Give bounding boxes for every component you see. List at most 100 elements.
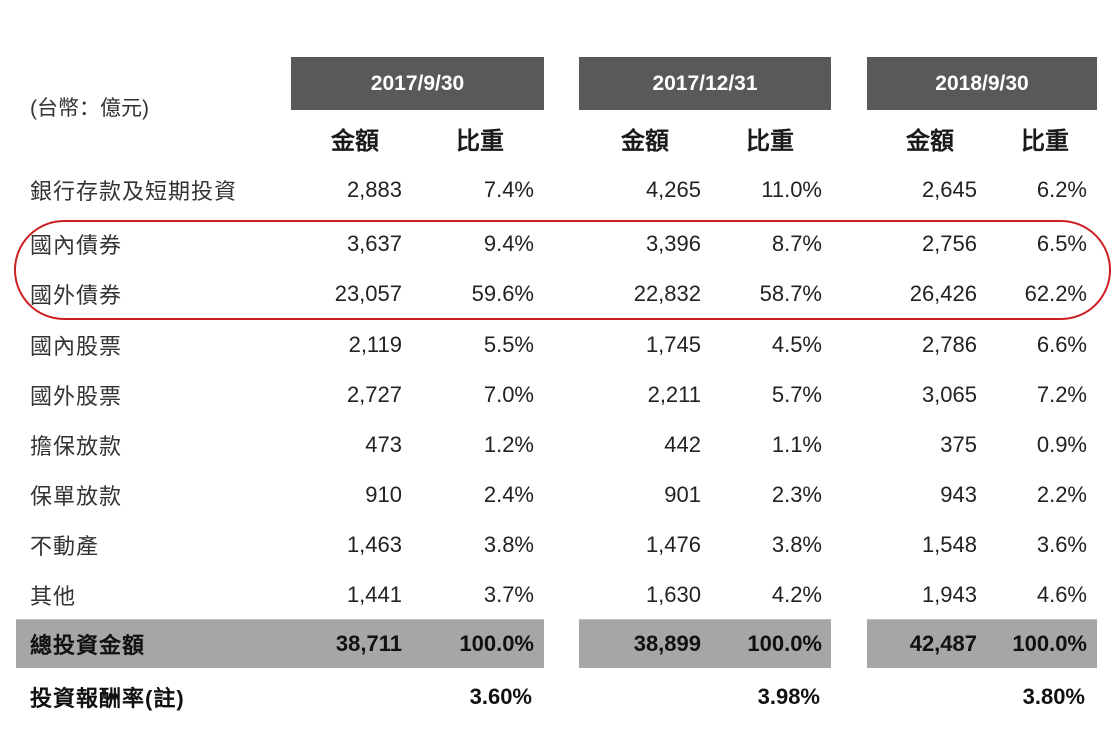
- share-cell: 7.4%: [483, 177, 534, 202]
- total-share-cell: 100.0%: [1012, 631, 1087, 656]
- divider: [16, 619, 544, 620]
- amount-cell: 1,548: [921, 532, 977, 557]
- table-row: 國內股票 2,119 5.5% 1,745 4.5% 2,786 6.6%: [0, 320, 1113, 370]
- share-cell: 9.4%: [483, 231, 534, 256]
- return-rate-row: 投資報酬率(註) 3.60% 3.98% 3.80%: [0, 672, 1113, 722]
- unit-label: (台幣：億元): [30, 97, 149, 120]
- total-share-cell: 100.0%: [747, 631, 822, 656]
- share-cell: 5.5%: [483, 332, 534, 357]
- row-label: 其他: [30, 584, 77, 609]
- amount-cell: 901: [664, 482, 701, 507]
- amount-header: 金額: [621, 127, 669, 155]
- amount-cell: 910: [365, 482, 402, 507]
- amount-cell: 3,065: [921, 382, 977, 407]
- period-header-2017-09-30: 2017/9/30: [291, 57, 544, 110]
- share-cell: 58.7%: [759, 281, 822, 306]
- share-cell: 0.9%: [1036, 432, 1087, 457]
- table-row: 保單放款 910 2.4% 901 2.3% 943 2.2%: [0, 470, 1113, 520]
- table-row: 其他 1,441 3.7% 1,630 4.2% 1,943 4.6%: [0, 570, 1113, 620]
- total-amount-cell: 42,487: [909, 631, 977, 656]
- amount-cell: 1,476: [645, 532, 701, 557]
- total-row: 總投資金額 38,711 100.0% 38,899 100.0% 42,487…: [0, 620, 1113, 668]
- total-label: 總投資金額: [30, 633, 146, 658]
- amount-cell: 1,630: [645, 582, 701, 607]
- share-cell: 62.2%: [1024, 281, 1087, 306]
- table-row: 銀行存款及短期投資 2,883 7.4% 4,265 11.0% 2,645 6…: [0, 165, 1113, 215]
- row-label: 銀行存款及短期投資: [30, 179, 238, 204]
- amount-cell: 2,883: [346, 177, 402, 202]
- amount-cell: 442: [664, 432, 701, 457]
- share-header: 比重: [456, 127, 504, 155]
- amount-cell: 1,745: [645, 332, 701, 357]
- row-label: 保單放款: [30, 484, 123, 509]
- share-cell: 4.5%: [771, 332, 822, 357]
- total-amount-cell: 38,711: [335, 631, 402, 656]
- share-cell: 6.5%: [1036, 231, 1087, 256]
- total-row-background: [16, 620, 544, 668]
- amount-cell: 2,786: [921, 332, 977, 357]
- share-cell: 8.7%: [771, 231, 822, 256]
- share-cell: 4.6%: [1036, 582, 1087, 607]
- amount-cell: 2,727: [346, 382, 402, 407]
- row-label: 不動產: [30, 534, 100, 559]
- total-share-cell: 100.0%: [459, 631, 534, 656]
- share-cell: 2.4%: [483, 482, 534, 507]
- share-cell: 6.2%: [1036, 177, 1087, 202]
- share-cell: 6.6%: [1036, 332, 1087, 357]
- table-row: 國內債券 3,637 9.4% 3,396 8.7% 2,756 6.5%: [0, 219, 1113, 269]
- period-header-2017-12-31: 2017/12/31: [579, 57, 831, 110]
- share-cell: 2.2%: [1036, 482, 1087, 507]
- table-row: 擔保放款 473 1.2% 442 1.1% 375 0.9%: [0, 420, 1113, 470]
- table-row: 不動產 1,463 3.8% 1,476 3.8% 1,548 3.6%: [0, 520, 1113, 570]
- row-label: 國外股票: [30, 384, 123, 409]
- divider: [867, 619, 1097, 620]
- share-cell: 7.0%: [483, 382, 534, 407]
- share-cell: 3.8%: [483, 532, 534, 557]
- row-label: 國外債券: [30, 283, 123, 308]
- amount-cell: 943: [940, 482, 977, 507]
- row-label: 擔保放款: [30, 434, 123, 459]
- total-row-background: [867, 620, 1097, 668]
- share-cell: 1.1%: [771, 432, 822, 457]
- amount-cell: 26,426: [909, 281, 977, 306]
- share-header: 比重: [746, 127, 794, 155]
- share-cell: 59.6%: [471, 281, 534, 306]
- divider: [579, 619, 831, 620]
- amount-cell: 2,119: [348, 332, 402, 357]
- amount-cell: 3,396: [645, 231, 701, 256]
- share-cell: 5.7%: [771, 382, 822, 407]
- share-cell: 11.0%: [761, 177, 822, 202]
- share-cell: 3.7%: [483, 582, 534, 607]
- share-cell: 7.2%: [1036, 382, 1087, 407]
- return-rate-label: 投資報酬率(註): [30, 686, 185, 711]
- row-label: 國內股票: [30, 334, 123, 359]
- share-cell: 4.2%: [771, 582, 822, 607]
- share-cell: 3.8%: [771, 532, 822, 557]
- amount-cell: 1,441: [346, 582, 402, 607]
- amount-cell: 4,265: [645, 177, 701, 202]
- amount-cell: 2,211: [647, 382, 701, 407]
- row-label: 國內債券: [30, 233, 123, 258]
- return-rate-cell: 3.98%: [757, 684, 820, 709]
- share-cell: 2.3%: [771, 482, 822, 507]
- return-rate-cell: 3.60%: [469, 684, 532, 709]
- amount-cell: 375: [940, 432, 977, 457]
- amount-header: 金額: [906, 127, 954, 155]
- total-amount-cell: 38,899: [633, 631, 701, 656]
- share-cell: 1.2%: [483, 432, 534, 457]
- table-row: 國外債券 23,057 59.6% 22,832 58.7% 26,426 62…: [0, 269, 1113, 319]
- amount-cell: 22,832: [633, 281, 701, 306]
- return-rate-cell: 3.80%: [1022, 684, 1085, 709]
- amount-cell: 3,637: [346, 231, 402, 256]
- amount-cell: 2,645: [921, 177, 977, 202]
- amount-cell: 473: [365, 432, 402, 457]
- amount-cell: 2,756: [921, 231, 977, 256]
- amount-header: 金額: [331, 127, 379, 155]
- share-header: 比重: [1021, 127, 1069, 155]
- table-row: 國外股票 2,727 7.0% 2,211 5.7% 3,065 7.2%: [0, 370, 1113, 420]
- amount-cell: 1,943: [921, 582, 977, 607]
- amount-cell: 1,463: [346, 532, 402, 557]
- amount-cell: 23,057: [334, 281, 402, 306]
- total-row-background: [579, 620, 831, 668]
- share-cell: 3.6%: [1036, 532, 1087, 557]
